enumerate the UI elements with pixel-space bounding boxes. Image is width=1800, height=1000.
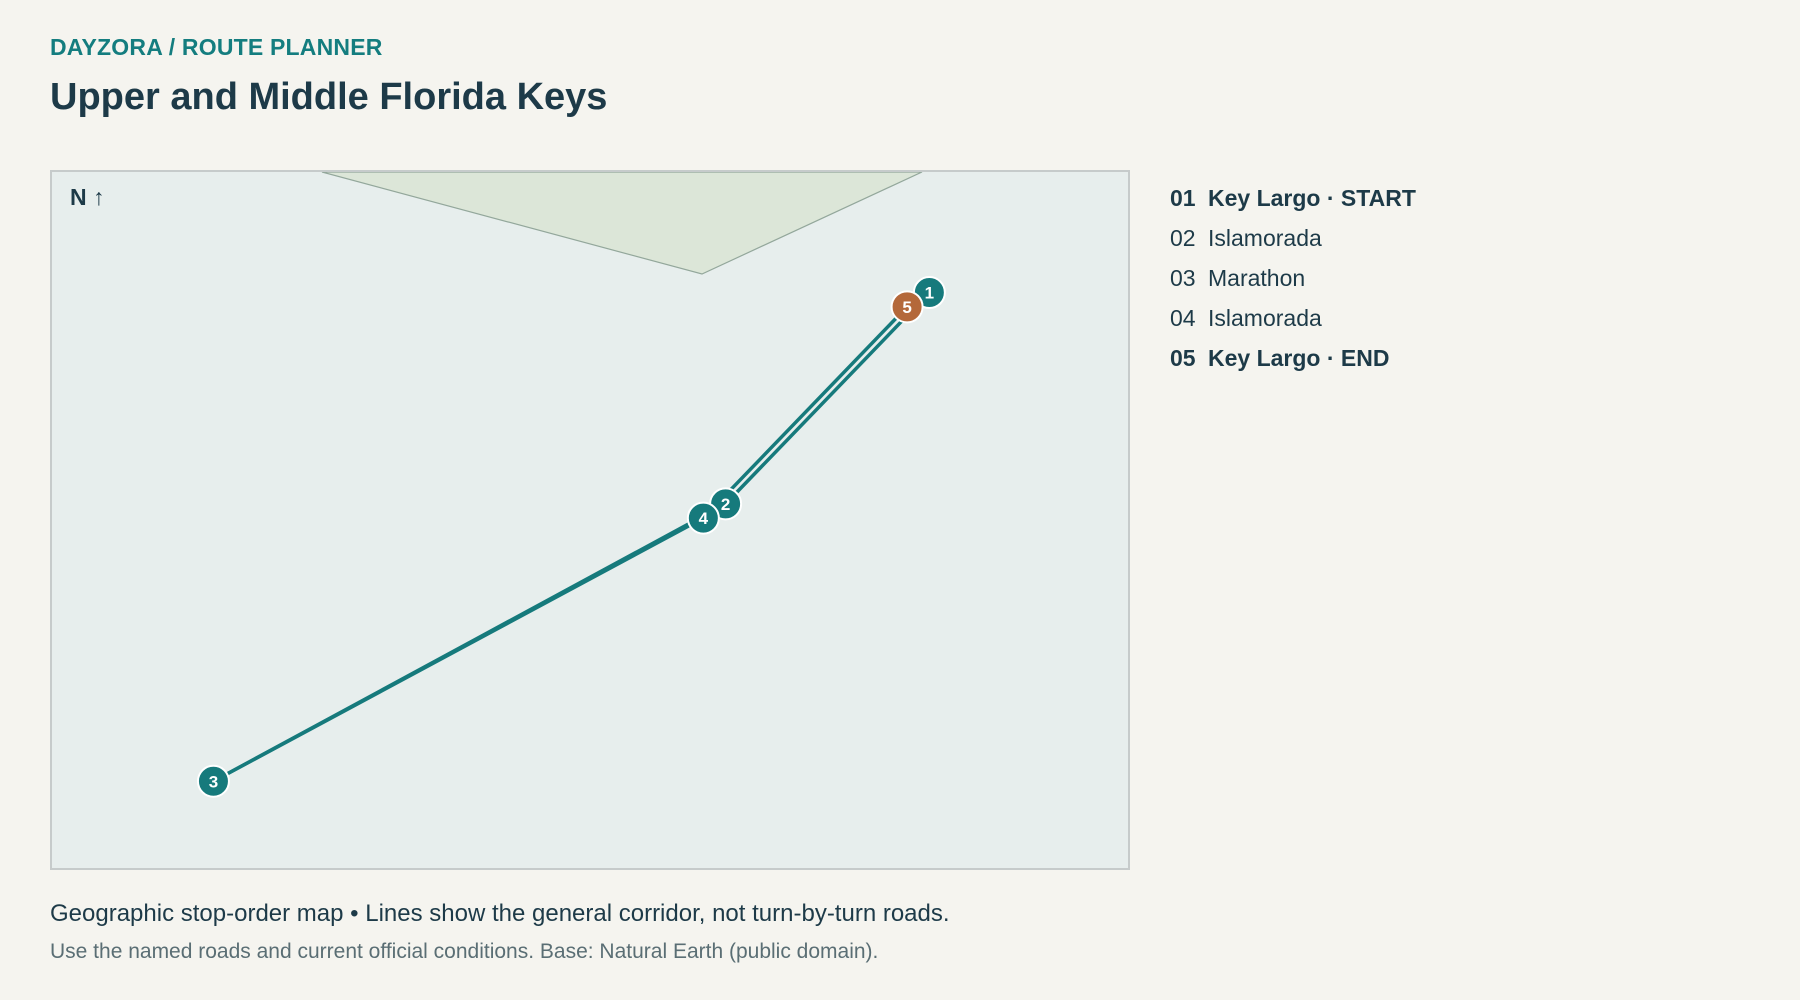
- itinerary-item[interactable]: 05 Key Largo · END: [1170, 338, 1416, 378]
- itinerary-number: 04: [1170, 304, 1196, 331]
- route-segment-4: [701, 305, 909, 520]
- route-map[interactable]: 1 2 3 4 5 N ↑: [50, 170, 1130, 870]
- stop-marker-number: 2: [721, 495, 730, 514]
- itinerary-list: 01 Key Largo · START 02 Islamorada 03 Ma…: [1170, 178, 1416, 378]
- itinerary-label: Islamorada: [1208, 304, 1322, 331]
- itinerary-item[interactable]: 02 Islamorada: [1170, 218, 1416, 258]
- stop-marker-circle: [890, 290, 924, 324]
- route-segment-1: [723, 290, 932, 506]
- stop-marker-circle: [196, 764, 230, 798]
- north-arrow-icon: N ↑: [70, 184, 105, 210]
- itinerary-number: 05: [1170, 344, 1196, 371]
- itinerary-label: Key Largo · START: [1208, 184, 1416, 211]
- page-title: Upper and Middle Florida Keys: [50, 76, 608, 118]
- stop-marker-3[interactable]: 3: [196, 764, 230, 798]
- breadcrumb[interactable]: DAYZORA / ROUTE PLANNER: [50, 34, 383, 60]
- route-segment-3: [211, 516, 706, 784]
- itinerary-number: 01: [1170, 184, 1196, 211]
- stop-marker-4[interactable]: 4: [686, 501, 720, 535]
- stop-marker-number: 1: [925, 284, 934, 303]
- itinerary-label: Key Largo · END: [1208, 344, 1390, 371]
- itinerary-item[interactable]: 03 Marathon: [1170, 258, 1416, 298]
- stop-marker-circle: [686, 501, 720, 535]
- map-caption: Geographic stop-order map • Lines show t…: [50, 900, 950, 927]
- stop-marker-number: 3: [209, 772, 218, 791]
- stop-marker-number: 5: [902, 298, 911, 317]
- itinerary-label: Islamorada: [1208, 224, 1322, 251]
- itinerary-number: 02: [1170, 224, 1196, 251]
- mainland-land-shape: [321, 172, 923, 275]
- itinerary-item[interactable]: 01 Key Largo · START: [1170, 178, 1416, 218]
- map-canvas[interactable]: 1 2 3 4 5: [52, 172, 1130, 870]
- map-attribution: Use the named roads and current official…: [50, 940, 879, 963]
- itinerary-number: 03: [1170, 264, 1196, 291]
- itinerary-item[interactable]: 04 Islamorada: [1170, 298, 1416, 338]
- stop-marker-number: 4: [699, 509, 709, 528]
- route-layer: [211, 290, 932, 784]
- marker-layer: 1 2 3 4 5: [196, 276, 946, 798]
- itinerary-label: Marathon: [1208, 264, 1306, 291]
- stop-marker-5[interactable]: 5: [890, 290, 924, 324]
